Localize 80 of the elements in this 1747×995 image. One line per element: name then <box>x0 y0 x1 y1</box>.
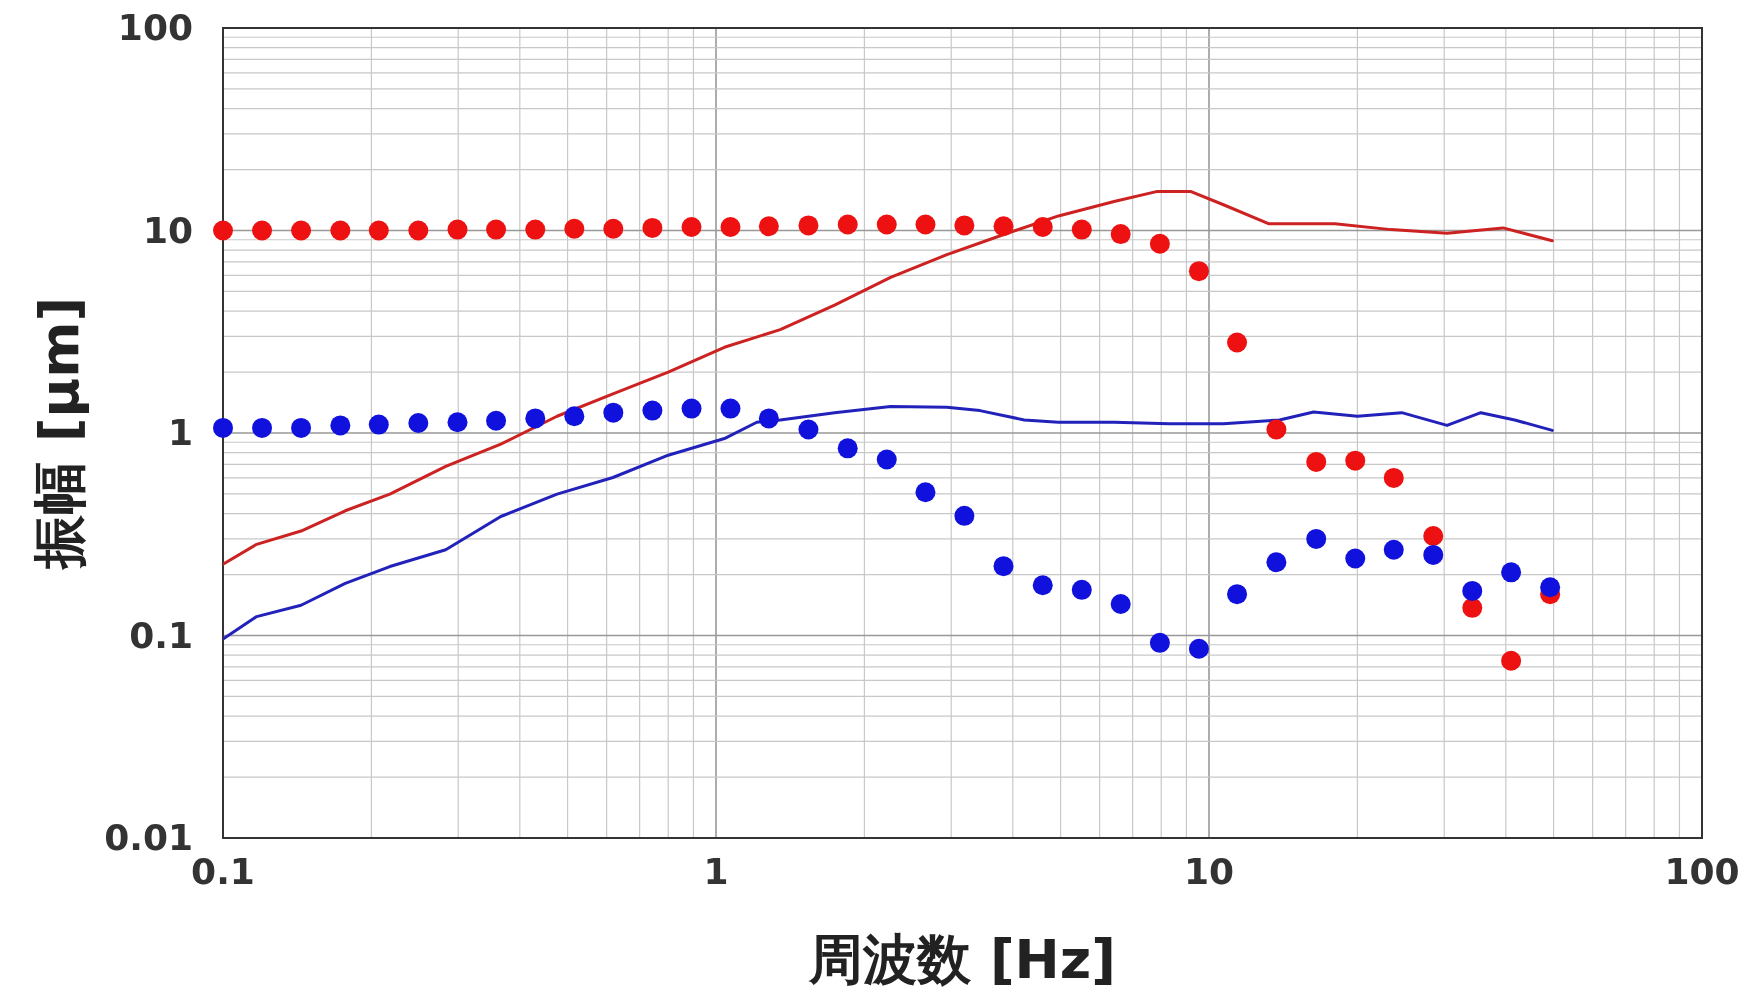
x-tick-label: 10 <box>1183 851 1235 892</box>
point <box>486 410 507 431</box>
point <box>954 505 975 526</box>
y-tick-label: 0.1 <box>129 614 193 656</box>
point <box>1071 219 1092 240</box>
y-tick-label: 10 <box>142 209 193 251</box>
point <box>1188 261 1209 282</box>
x-tick-label: 0.1 <box>191 851 255 892</box>
point <box>368 220 389 241</box>
point <box>954 215 975 236</box>
point <box>1462 580 1483 601</box>
point <box>758 216 779 237</box>
point <box>525 219 546 240</box>
point <box>1032 575 1053 596</box>
y-axis-title: 振幅 [μm] <box>28 296 91 572</box>
point <box>1462 597 1483 618</box>
x-tick-label: 1 <box>703 851 729 892</box>
point <box>1227 584 1248 605</box>
point <box>876 449 897 470</box>
point <box>252 220 273 241</box>
point <box>1110 224 1131 245</box>
point <box>1110 594 1131 615</box>
point <box>1501 650 1522 671</box>
point <box>291 417 312 438</box>
point <box>681 217 702 238</box>
point <box>213 417 233 438</box>
point <box>368 414 389 435</box>
point <box>408 220 429 241</box>
point <box>1383 539 1404 560</box>
point <box>408 413 429 434</box>
point <box>720 217 741 238</box>
point <box>525 408 546 429</box>
point <box>642 217 663 238</box>
point <box>758 408 779 429</box>
point <box>447 412 468 433</box>
point <box>1423 544 1444 565</box>
point <box>642 400 663 421</box>
point <box>213 220 233 241</box>
point <box>720 398 741 419</box>
point <box>1266 552 1287 573</box>
point <box>993 556 1014 577</box>
point <box>1383 467 1404 488</box>
point <box>564 406 585 427</box>
point <box>798 419 819 440</box>
point <box>993 216 1014 237</box>
point <box>1032 217 1053 238</box>
point <box>564 218 585 239</box>
y-tick-label: 0.01 <box>104 817 193 858</box>
point <box>915 482 936 503</box>
y-tick-label: 100 <box>117 7 193 48</box>
point <box>1306 451 1327 472</box>
point <box>837 214 858 235</box>
point <box>1501 562 1522 583</box>
point <box>1345 450 1366 471</box>
point <box>252 417 273 438</box>
point <box>876 214 897 235</box>
point <box>1345 548 1366 569</box>
point <box>681 398 702 419</box>
point <box>1266 419 1287 440</box>
point <box>330 415 351 436</box>
x-axis-title: 周波数 [Hz] <box>808 928 1116 991</box>
point <box>798 215 819 236</box>
point <box>837 438 858 459</box>
point <box>447 219 468 240</box>
point <box>1227 332 1248 353</box>
point <box>1071 579 1092 600</box>
point <box>1306 528 1327 549</box>
point <box>330 220 351 241</box>
point <box>1540 577 1561 598</box>
point <box>486 219 507 240</box>
x-tick-label: 100 <box>1664 851 1740 892</box>
y-tick-label: 1 <box>167 412 193 453</box>
point <box>291 220 312 241</box>
point <box>603 218 624 239</box>
point <box>1423 526 1444 546</box>
point <box>1149 632 1170 653</box>
point <box>1149 233 1170 254</box>
point <box>915 214 936 235</box>
point <box>1188 638 1209 659</box>
point <box>603 402 624 423</box>
